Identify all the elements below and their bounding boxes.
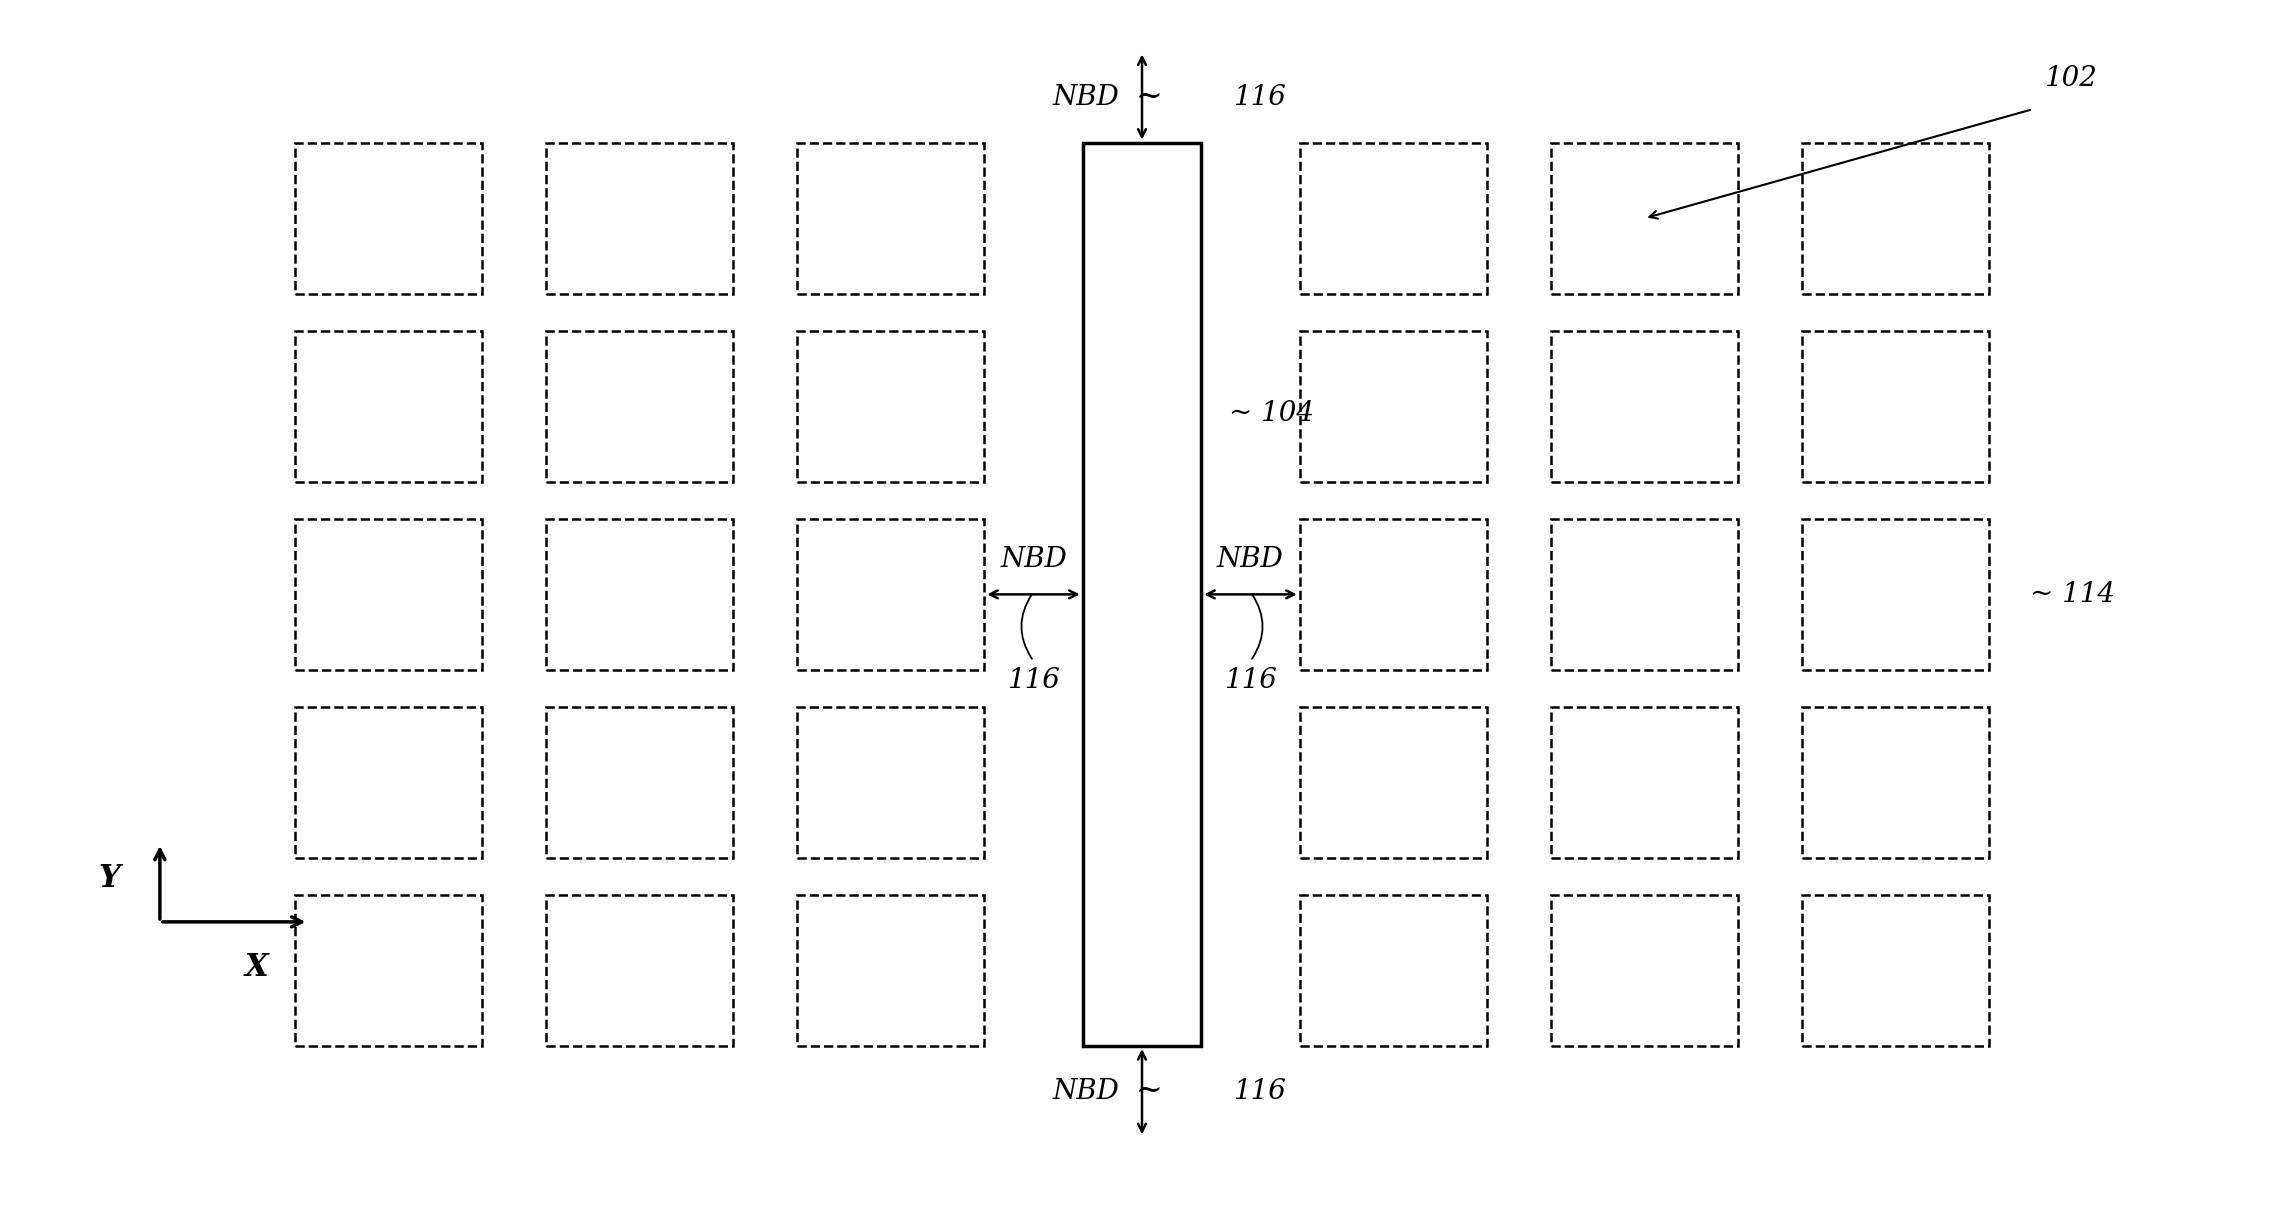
Bar [295, 519, 482, 671]
Text: 116: 116 [1233, 1078, 1286, 1105]
Bar [295, 143, 482, 295]
Text: 116: 116 [1224, 667, 1277, 694]
Bar [1802, 331, 1989, 483]
Text: NBD: NBD [1000, 546, 1067, 573]
Bar [1551, 519, 1738, 671]
Bar [1300, 143, 1487, 295]
Bar [1802, 895, 1989, 1046]
Bar [1551, 706, 1738, 859]
Bar [797, 143, 984, 295]
Text: NBD: NBD [1217, 546, 1284, 573]
Bar [1300, 706, 1487, 859]
Bar [1551, 143, 1738, 295]
Bar [1083, 143, 1201, 1046]
Text: ~ 104: ~ 104 [1229, 400, 1313, 427]
Text: NBD: NBD [1053, 1078, 1119, 1105]
Bar [295, 331, 482, 483]
Bar [546, 895, 733, 1046]
Bar [546, 519, 733, 671]
Text: 116: 116 [1007, 667, 1060, 694]
Bar [1802, 519, 1989, 671]
Bar [546, 143, 733, 295]
Bar [1802, 143, 1989, 295]
Bar [1300, 331, 1487, 483]
Bar [1300, 519, 1487, 671]
Bar [797, 519, 984, 671]
Text: Y: Y [98, 862, 121, 894]
Bar [797, 706, 984, 859]
Bar [797, 895, 984, 1046]
Bar [546, 706, 733, 859]
Bar [1551, 331, 1738, 483]
Bar [797, 331, 984, 483]
Text: NBD: NBD [1053, 84, 1119, 110]
Text: 102: 102 [2044, 66, 2097, 92]
Bar [546, 331, 733, 483]
Text: ~ 114: ~ 114 [2030, 581, 2115, 608]
Text: ~: ~ [1135, 1076, 1163, 1107]
Bar [1551, 895, 1738, 1046]
Text: X: X [244, 952, 267, 984]
Text: 116: 116 [1233, 84, 1286, 110]
Bar [1802, 706, 1989, 859]
Bar [295, 895, 482, 1046]
Bar [295, 706, 482, 859]
Bar [1300, 895, 1487, 1046]
Text: ~: ~ [1135, 81, 1163, 113]
